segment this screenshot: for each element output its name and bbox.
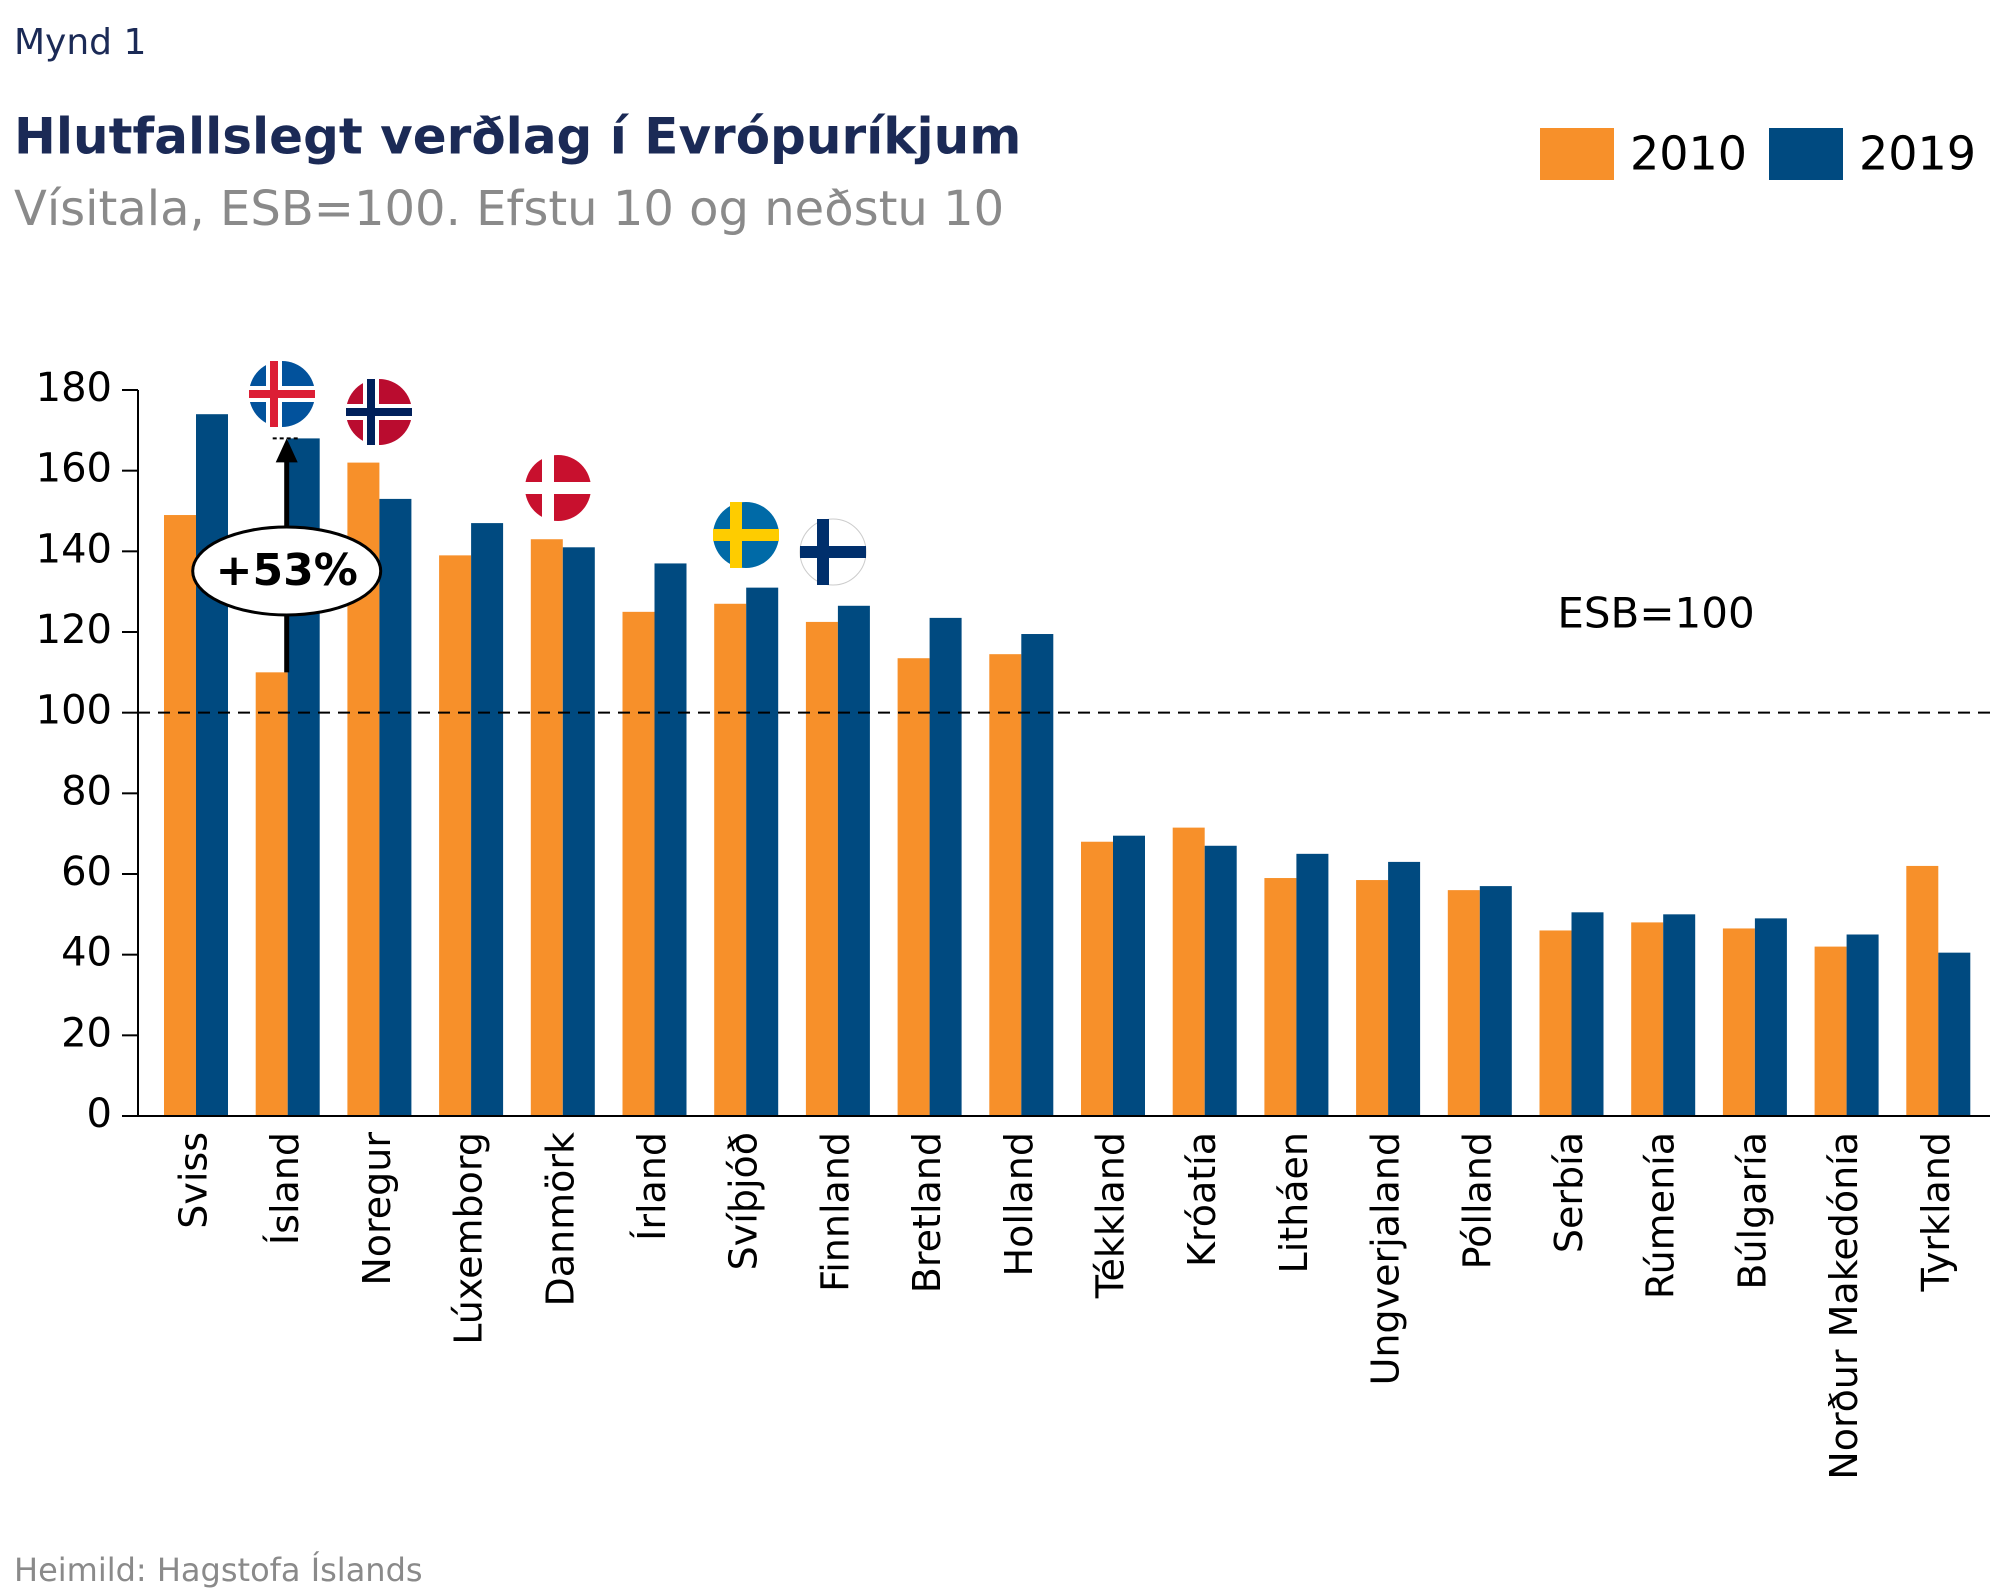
annotation: +53% <box>216 545 358 596</box>
bar <box>1846 934 1879 1116</box>
bar <box>471 523 504 1116</box>
x-tick-label: Króatía <box>1180 1132 1224 1267</box>
x-tick-label: Bretland <box>905 1132 949 1293</box>
bar <box>1264 878 1297 1116</box>
x-tick-label: Svíþjóð <box>722 1132 766 1270</box>
y-tick-label: 100 <box>36 688 112 734</box>
x-tick-label: Lúxemborg <box>447 1132 491 1345</box>
bar <box>255 672 288 1116</box>
bar <box>196 414 228 1116</box>
bar <box>837 605 870 1116</box>
x-tick-label: Rúmenía <box>1639 1132 1683 1299</box>
x-tick-label: Pólland <box>1455 1132 1499 1269</box>
bar <box>746 587 779 1116</box>
plot: 0 20 40 60 80 100 120 140 160 180 Sviss Ísland Noreg… <box>36 365 1990 1480</box>
y-tick-label: 80 <box>61 768 112 814</box>
y-tick-label: 140 <box>36 526 112 572</box>
y-tick-label: 180 <box>36 365 112 411</box>
legend-label: 2010 <box>1630 127 1747 181</box>
bar <box>805 621 838 1116</box>
bar <box>654 563 687 1116</box>
arrow-head <box>275 438 298 463</box>
bar <box>1539 930 1572 1116</box>
bar <box>530 539 563 1116</box>
flag-sweden <box>713 502 779 568</box>
x-tick-label: Írland <box>630 1132 674 1241</box>
bar <box>1722 928 1755 1116</box>
bar <box>1754 918 1787 1116</box>
y-tick-label: 60 <box>61 849 112 895</box>
bar <box>1172 827 1205 1116</box>
bar <box>929 617 962 1116</box>
bar <box>562 547 595 1116</box>
bar <box>1113 835 1145 1116</box>
bar <box>1906 865 1939 1116</box>
bar <box>1938 952 1971 1116</box>
legend-swatch <box>1769 128 1843 180</box>
bar <box>1479 886 1512 1116</box>
chart-subtitle: Vísitala, ESB=100. Efstu 10 og neðstu 10 <box>14 181 1004 237</box>
bar <box>1447 890 1480 1116</box>
bar <box>1204 845 1237 1116</box>
x-tick-label: Holland <box>997 1132 1041 1276</box>
source: Heimild: Hagstofa Íslands <box>14 1551 423 1589</box>
bar <box>1356 880 1389 1116</box>
legend: 2010 2019 <box>1540 127 1976 181</box>
bar <box>1388 861 1421 1116</box>
legend-label: 2019 <box>1859 127 1976 181</box>
x-tick-label: Tyrkland <box>1914 1132 1958 1292</box>
x-tick-label: Ísland <box>263 1132 307 1245</box>
bar <box>1081 841 1113 1116</box>
x-tick-label: Litháen <box>1272 1132 1316 1273</box>
x-tick-label: Búlgaría <box>1730 1132 1774 1290</box>
x-tick-label: Tékkland <box>1089 1132 1133 1299</box>
y-tick-label: 0 <box>87 1091 112 1137</box>
bar <box>439 555 472 1116</box>
bar <box>164 515 196 1116</box>
legend-swatch <box>1540 128 1614 180</box>
bar <box>714 603 747 1116</box>
bar <box>1296 853 1329 1116</box>
y-tick-label: 40 <box>61 930 112 976</box>
x-tick-label: Danmörk <box>538 1132 582 1307</box>
y-tick-label: 20 <box>61 1010 112 1056</box>
bar <box>1814 946 1847 1116</box>
reference-label: ESB=100 <box>1557 589 1754 638</box>
x-tick-label: Finnland <box>813 1132 857 1292</box>
bar <box>1631 922 1664 1116</box>
flag-finland <box>799 518 867 586</box>
bar <box>989 654 1022 1116</box>
x-tick-label: Noregur <box>355 1132 399 1286</box>
flag-iceland <box>249 361 315 427</box>
x-tick-label: Sviss <box>172 1132 216 1229</box>
bar <box>897 658 930 1116</box>
bar <box>1663 914 1696 1116</box>
x-tick-label: Serbía <box>1547 1132 1591 1253</box>
bar <box>379 498 412 1116</box>
bar <box>1021 634 1054 1116</box>
bar <box>1571 912 1604 1116</box>
y-tick-label: 160 <box>36 446 112 492</box>
flag-norway <box>346 379 412 445</box>
x-tick-label: Ungverjaland <box>1364 1132 1408 1385</box>
flag-denmark <box>525 455 591 521</box>
figure-label: Mynd 1 <box>14 22 146 63</box>
y-tick-label: 120 <box>36 607 112 653</box>
bar <box>622 611 655 1116</box>
x-tick-label: Norður Makedónía <box>1822 1132 1866 1480</box>
chart-title: Hlutfallslegt verðlag í Evrópuríkjum <box>14 108 1021 166</box>
annotation-bubble <box>191 525 383 617</box>
